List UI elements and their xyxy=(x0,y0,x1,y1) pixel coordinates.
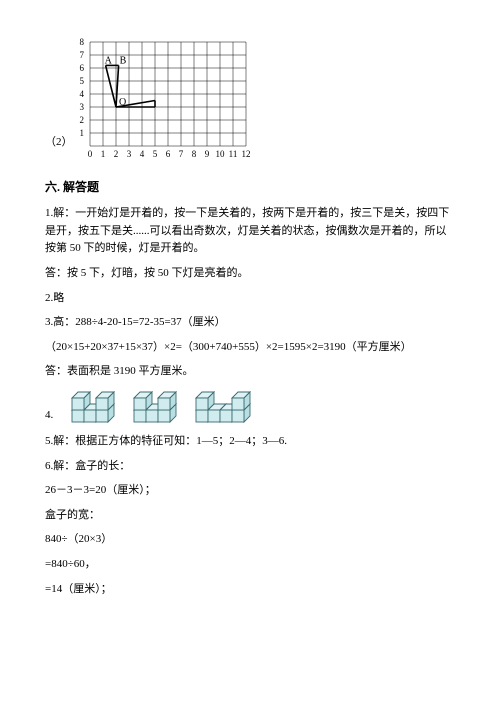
q5: 5.解：根据正方体的特征可知：1—5；2—4；3—6. xyxy=(45,433,455,451)
svg-text:7: 7 xyxy=(79,50,84,60)
q4-index: 4. xyxy=(45,407,53,425)
cubes-row: 4. xyxy=(45,389,455,425)
grid-chart: 012345678910111212345678ABO xyxy=(76,28,260,160)
q6-line4: 840÷（20×3） xyxy=(45,531,455,549)
q6-line2: 26－3－3=20（厘米）； xyxy=(45,482,455,500)
svg-text:1: 1 xyxy=(79,128,84,138)
svg-text:O: O xyxy=(119,97,126,108)
chart-row: （2） 012345678910111212345678ABO xyxy=(45,28,455,160)
svg-text:1: 1 xyxy=(100,149,105,159)
chart-marker: （2） xyxy=(45,134,73,152)
svg-text:8: 8 xyxy=(191,149,196,159)
svg-text:5: 5 xyxy=(79,76,84,86)
svg-text:7: 7 xyxy=(178,149,183,159)
svg-text:A: A xyxy=(104,55,112,66)
svg-text:3: 3 xyxy=(79,102,84,112)
svg-text:9: 9 xyxy=(204,149,209,159)
q1-solution: 1.解：一开始灯是开着的，按一下是关着的，按两下是开着的，按三下是关，按四下是开… xyxy=(45,205,455,258)
svg-text:2: 2 xyxy=(113,149,118,159)
q6-line5: =840÷60， xyxy=(45,556,455,574)
svg-text:3: 3 xyxy=(126,149,131,159)
svg-text:6: 6 xyxy=(79,63,84,73)
svg-text:10: 10 xyxy=(215,149,225,159)
svg-text:11: 11 xyxy=(228,149,237,159)
q6-line6: =14（厘米）； xyxy=(45,581,455,599)
q2: 2.略 xyxy=(45,290,455,308)
cube-shape-2 xyxy=(131,389,179,425)
q1-answer: 答：按 5 下，灯暗，按 50 下灯是亮着的。 xyxy=(45,265,455,283)
svg-text:8: 8 xyxy=(79,37,84,47)
svg-text:2: 2 xyxy=(79,115,84,125)
q3-answer: 答：表面积是 3190 平方厘米。 xyxy=(45,363,455,381)
q3-line1: 3.高：288÷4-20-15=72-35=37（厘米） xyxy=(45,314,455,332)
svg-text:6: 6 xyxy=(165,149,170,159)
cube-shape-1 xyxy=(69,389,117,425)
svg-text:0: 0 xyxy=(87,149,92,159)
q6-line1: 6.解：盒子的长： xyxy=(45,458,455,476)
q6-line3: 盒子的宽： xyxy=(45,507,455,525)
q3-line2: （20×15+20×37+15×37）×2=（300+740+555）×2=15… xyxy=(45,339,455,357)
svg-text:4: 4 xyxy=(139,149,144,159)
section-title: 六. 解答题 xyxy=(45,178,455,197)
svg-text:B: B xyxy=(119,55,126,66)
svg-text:5: 5 xyxy=(152,149,157,159)
cube-shape-3 xyxy=(193,389,253,425)
svg-text:4: 4 xyxy=(79,89,84,99)
svg-text:12: 12 xyxy=(241,149,250,159)
